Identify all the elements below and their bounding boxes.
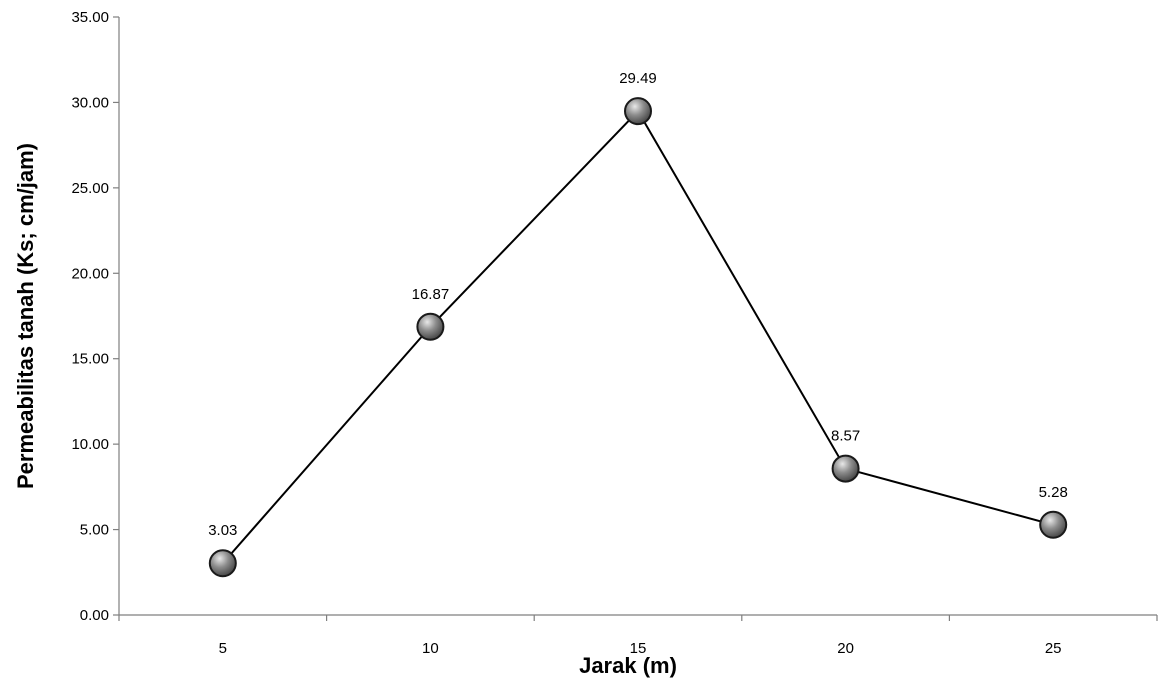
y-axis: 0.00 5.00 10.00 15.00 20.00 25.00 30.00 35.00	[71, 9, 120, 624]
data-label: 5.28	[1039, 484, 1068, 501]
data-point	[416, 312, 445, 341]
y-tick-label: 0.00	[80, 607, 109, 624]
series	[208, 97, 1068, 578]
x-tick-label: 20	[837, 640, 854, 657]
y-tick-label: 35.00	[71, 9, 109, 26]
y-tick-label: 30.00	[71, 94, 109, 111]
data-point	[624, 97, 652, 126]
x-tick-label: 15	[630, 640, 647, 657]
x-axis: 5 10 15 20 25	[118, 614, 1158, 657]
y-axis-title: Permeabilitas tanah (Ks; cm/jam)	[13, 143, 38, 489]
y-tick-label: 10.00	[71, 436, 109, 453]
data-label: 8.57	[831, 428, 860, 445]
data-labels: 3.03 16.87 29.49 8.57 5.28	[208, 70, 1068, 539]
data-point	[831, 454, 860, 483]
y-tick-label: 25.00	[71, 180, 109, 197]
y-tick-label: 15.00	[71, 351, 109, 368]
series-line	[222, 109, 1054, 564]
y-tick-label: 5.00	[80, 522, 109, 539]
x-tick-label: 5	[219, 640, 227, 657]
data-point	[208, 549, 237, 578]
data-label: 29.49	[619, 70, 657, 87]
x-tick-label: 10	[422, 640, 439, 657]
x-axis-title: Jarak (m)	[579, 653, 677, 678]
data-label: 16.87	[412, 286, 450, 303]
data-label: 3.03	[208, 522, 237, 539]
data-point	[1039, 510, 1068, 539]
x-tick-label: 25	[1045, 640, 1062, 657]
y-tick-label: 20.00	[71, 265, 109, 282]
